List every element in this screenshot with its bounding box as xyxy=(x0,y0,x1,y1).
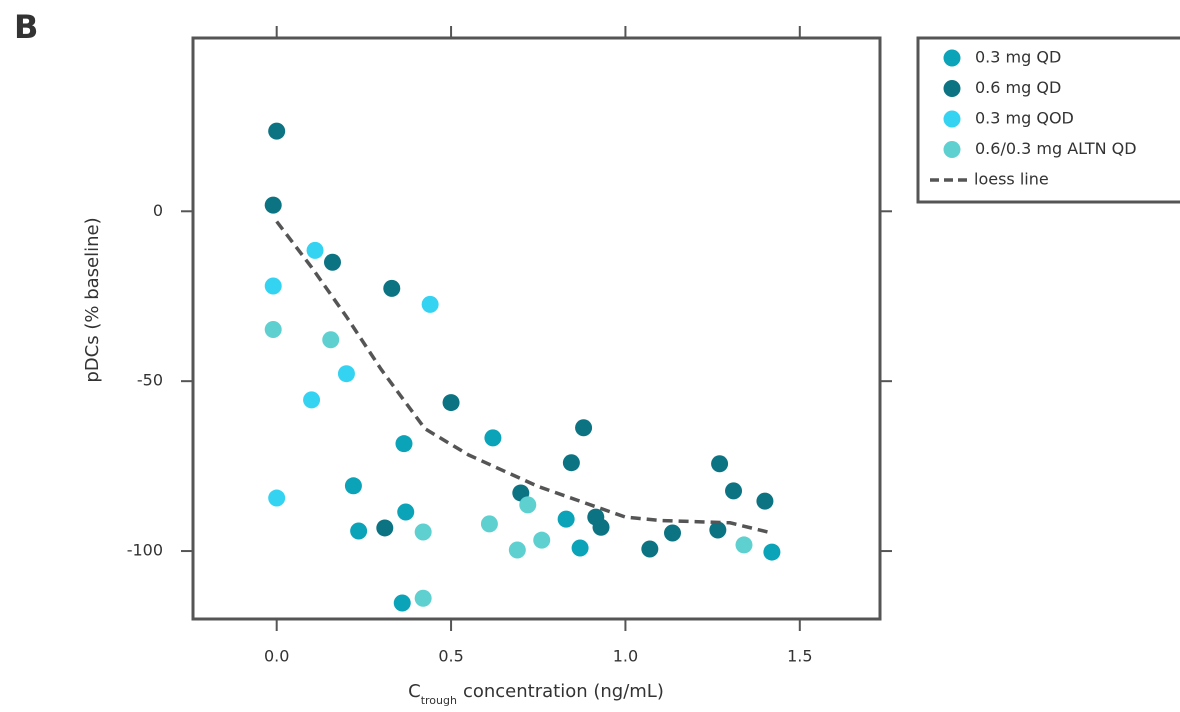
data-point xyxy=(484,429,502,447)
x-axis-label: Ctrough concentration (ng/mL) xyxy=(408,681,664,707)
data-point xyxy=(393,594,411,612)
x-tick-label: 0.5 xyxy=(438,647,463,666)
data-point xyxy=(414,589,432,607)
legend-marker xyxy=(943,141,961,158)
data-point xyxy=(264,321,282,339)
data-point xyxy=(414,523,432,541)
data-point xyxy=(592,518,610,536)
x-tick-label: 1.0 xyxy=(613,647,638,666)
x-axis-label-rest: concentration (ng/mL) xyxy=(463,681,664,702)
data-point xyxy=(383,279,401,297)
data-point xyxy=(442,394,460,412)
x-tick-label: 1.5 xyxy=(787,647,812,666)
legend-label: 0.3 mg QOD xyxy=(975,109,1074,128)
legend-label: loess line xyxy=(974,170,1049,189)
plot-frame xyxy=(191,36,882,621)
y-tick-label: -50 xyxy=(137,371,163,390)
loess-line xyxy=(275,220,773,535)
legend-label: 0.6/0.3 mg ALTN QD xyxy=(975,139,1137,158)
data-point xyxy=(264,277,282,295)
data-point xyxy=(323,253,341,271)
data-point xyxy=(268,122,286,140)
data-point xyxy=(533,531,551,549)
data-point xyxy=(711,455,729,473)
data-point xyxy=(480,515,498,533)
data-point xyxy=(303,391,321,409)
data-point xyxy=(575,419,593,437)
x-axis-label-subscript: trough xyxy=(421,694,457,707)
data-point xyxy=(337,365,355,383)
data-point xyxy=(735,536,753,554)
y-tick-label: 0 xyxy=(153,201,163,220)
data-point xyxy=(562,454,580,472)
data-point xyxy=(376,519,394,537)
data-point xyxy=(763,543,781,561)
y-axis-label: pDCs (% baseline) xyxy=(82,217,103,382)
data-point xyxy=(641,540,659,558)
y-tick-label: -100 xyxy=(127,541,163,560)
panel-label: B xyxy=(14,8,38,46)
data-point xyxy=(397,503,415,521)
legend-label: 0.6 mg QD xyxy=(975,78,1061,97)
data-point xyxy=(508,541,526,559)
data-point xyxy=(306,241,324,259)
data-point xyxy=(664,524,682,542)
data-point xyxy=(571,539,589,557)
data-point xyxy=(421,295,439,313)
legend-marker xyxy=(943,49,961,67)
legend-label: 0.3 mg QD xyxy=(975,48,1061,67)
data-point xyxy=(519,496,537,514)
legend-marker xyxy=(943,110,961,128)
data-point xyxy=(350,522,368,540)
x-axis-label-main: C xyxy=(408,681,421,702)
data-point xyxy=(322,331,340,349)
data-point xyxy=(268,489,286,507)
data-point xyxy=(709,521,727,539)
data-point xyxy=(725,482,743,500)
data-point xyxy=(395,435,413,453)
legend-marker xyxy=(943,80,961,97)
x-tick-label: 0.0 xyxy=(264,647,289,666)
data-point xyxy=(264,196,282,214)
data-point xyxy=(756,492,774,510)
data-point xyxy=(344,477,362,495)
legend-box xyxy=(916,36,1180,204)
data-point xyxy=(557,510,575,528)
